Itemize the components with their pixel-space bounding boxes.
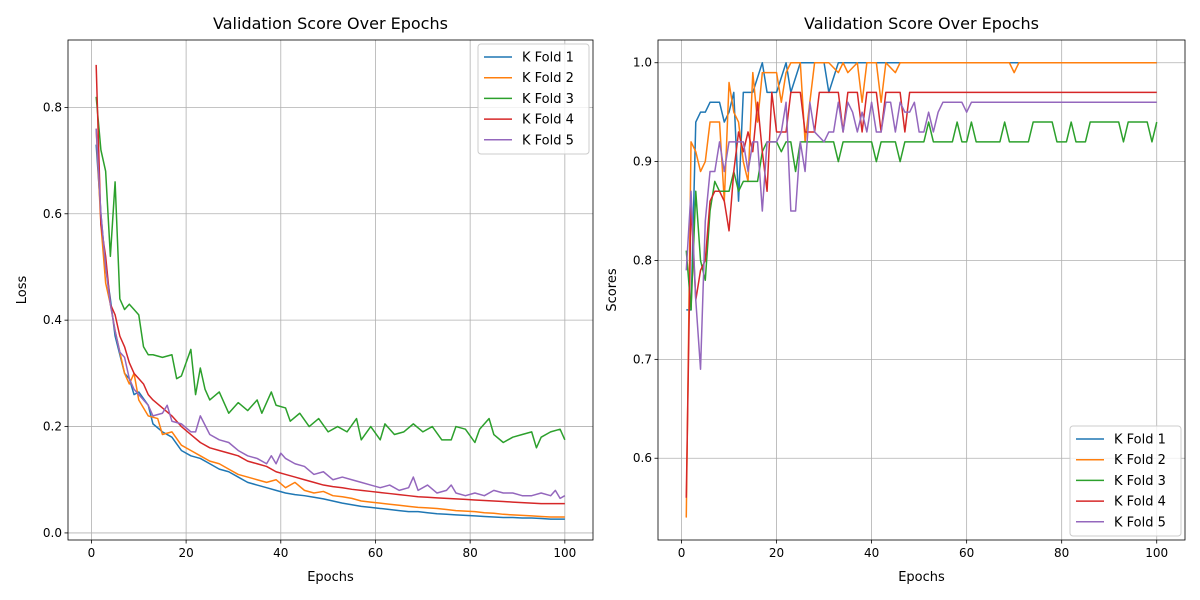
axes-frame [67,39,594,541]
series-line-k-fold-5 [685,101,1157,370]
x-tick-label: 20 [769,546,784,560]
legend-label: K Fold 3 [1114,474,1166,489]
x-axis-label: Epochs [898,570,945,585]
x-axis-label: Epochs [307,570,354,585]
series-line-k-fold-2 [95,128,565,518]
chart-title: Validation Score Over Epochs [804,14,1039,33]
chart-title: Validation Score Over Epochs [213,14,448,33]
y-tick-label: 1.0 [633,56,652,70]
y-tick-label: 0.8 [43,100,62,114]
x-tick-label: 40 [273,546,288,560]
x-tick-label: 20 [178,546,193,560]
legend: K Fold 1 K Fold 2 K Fold 3 K Fold 4 K Fold 5 [477,43,590,155]
x-tick-label: 60 [959,546,974,560]
x-tick-label: 100 [553,546,576,560]
y-tick-label: 0.7 [633,352,652,366]
y-tick-label: 0.2 [43,420,62,434]
y-tick-label: 0.6 [633,451,652,465]
series-line-k-fold-4 [95,64,565,505]
legend-label: K Fold 1 [1114,433,1166,448]
legend-label: K Fold 1 [522,51,574,66]
y-tick-label: 0.8 [633,253,652,267]
y-tick-label: 0.0 [43,526,62,540]
x-tick-label: 80 [1054,546,1069,560]
y-tick-label: 0.4 [43,313,62,327]
x-tick-label: 100 [1145,546,1168,560]
legend-label: K Fold 4 [522,113,574,128]
legend-label: K Fold 4 [1114,495,1166,510]
score-chart-panel: 0 20 40 60 80 100 0.6 0.7 0.8 0.9 1.0 Validation Sc… [605,14,1186,585]
x-tick-label: 0 [88,546,96,560]
y-axis-label: Scores [605,268,620,311]
x-tick-label: 80 [463,546,478,560]
series-line-k-fold-2 [685,61,1157,518]
series-line-k-fold-3 [685,121,1158,311]
legend-label: K Fold 3 [522,92,574,107]
series-line-k-fold-1 [95,144,565,520]
legend-label: K Fold 5 [522,133,574,148]
x-tick-label: 60 [368,546,383,560]
series-line-k-fold-5 [95,128,566,500]
y-tick-label: 0.9 [633,155,652,169]
series-line-k-fold-4 [685,91,1157,498]
series-line-k-fold-3 [95,96,566,449]
legend-box [1069,425,1182,537]
legend-label: K Fold 2 [1114,453,1166,468]
legend-label: K Fold 5 [1114,515,1166,530]
legend: K Fold 1 K Fold 2 K Fold 3 K Fold 4 K Fold 5 [1069,425,1182,537]
y-axis-label: Loss [15,276,30,305]
legend-box [477,43,590,155]
loss-chart-panel: 0 20 40 60 80 100 0.0 0.2 0.4 0.6 0.8 Validation Sc… [15,14,594,585]
x-tick-label: 40 [864,546,879,560]
y-tick-label: 0.6 [43,207,62,221]
legend-label: K Fold 2 [522,71,574,86]
axes-frame [657,39,1186,541]
x-tick-label: 0 [678,546,686,560]
